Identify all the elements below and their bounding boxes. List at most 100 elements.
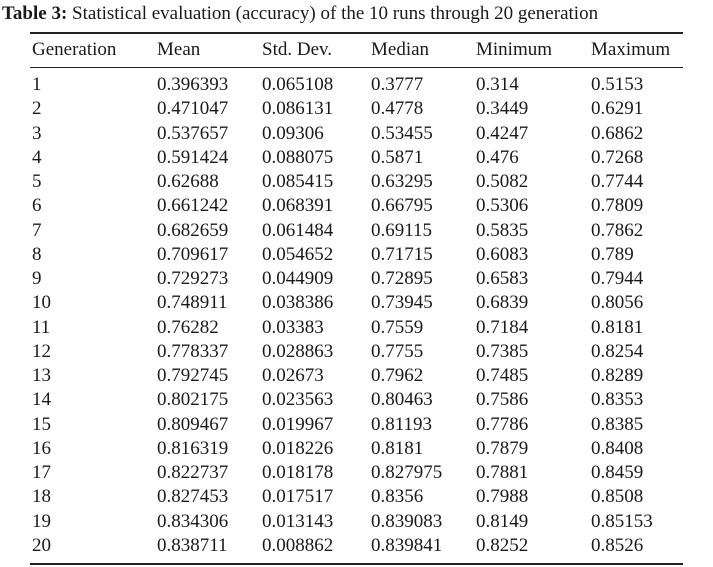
cell-std-dev: 0.088075	[262, 146, 334, 168]
cell-maximum: 0.7809	[591, 195, 644, 217]
table-row: 19 0.834306 0.013143 0.839083 0.8149 0.85153	[30, 510, 683, 534]
cell-median: 0.4778	[371, 98, 424, 120]
cell-std-dev: 0.013143	[262, 510, 334, 532]
cell-minimum: 0.6583	[476, 268, 529, 289]
cell-median: 0.53455	[371, 122, 433, 144]
cell-mean: 0.827453	[157, 486, 229, 508]
table-caption-text: Statistical evaluation (accuracy) of the…	[72, 3, 599, 24]
cell-std-dev: 0.038386	[262, 292, 334, 314]
cell-mean: 0.838711	[157, 534, 228, 556]
table-row: 14 0.802175 0.023563 0.80463 0.7586 0.8353	[30, 388, 683, 412]
cell-mean: 0.792745	[157, 365, 229, 386]
header-minimum: Minimum	[476, 39, 553, 60]
cell-median: 0.81193	[371, 413, 433, 435]
cell-mean: 0.822737	[157, 462, 229, 483]
table-row: 11 0.76282 0.03383 0.7559 0.7184 0.8181	[30, 316, 683, 340]
cell-median: 0.839841	[371, 534, 443, 556]
table-row: 7 0.682659 0.061484 0.69115 0.5835 0.7862	[30, 219, 683, 243]
cell-maximum: 0.8254	[591, 340, 644, 362]
cell-maximum: 0.8181	[591, 316, 644, 338]
table-row: 6 0.661242 0.068391 0.66795 0.5306 0.7809	[30, 194, 683, 218]
cell-generation: 9	[32, 268, 42, 289]
cell-generation: 1	[32, 74, 42, 95]
cell-generation: 19	[32, 510, 51, 532]
table-row: 9 0.729273 0.044909 0.72895 0.6583 0.7944	[30, 267, 683, 291]
cell-std-dev: 0.018178	[262, 462, 334, 483]
cell-std-dev: 0.028863	[262, 340, 334, 362]
cell-generation: 2	[32, 98, 42, 120]
cell-std-dev: 0.044909	[262, 268, 334, 289]
cell-generation: 15	[32, 413, 51, 435]
table-row: 10 0.748911 0.038386 0.73945 0.6839 0.8056	[30, 291, 683, 315]
cell-minimum: 0.7586	[476, 389, 529, 411]
cell-maximum: 0.7944	[591, 268, 644, 289]
cell-minimum: 0.8252	[476, 534, 529, 556]
cell-maximum: 0.7268	[591, 146, 644, 168]
cell-minimum: 0.5835	[476, 219, 529, 241]
cell-std-dev: 0.068391	[262, 195, 334, 217]
table-row: 4 0.591424 0.088075 0.5871 0.476 0.7268	[30, 146, 683, 170]
cell-std-dev: 0.061484	[262, 219, 334, 241]
cell-maximum: 0.6291	[591, 98, 644, 120]
cell-median: 0.7962	[371, 365, 424, 386]
cell-median: 0.7755	[371, 340, 424, 362]
statistics-table: Generation Mean Std. Dev. Median Minimum…	[30, 36, 683, 558]
table-header-row: Generation Mean Std. Dev. Median Minimum…	[30, 36, 683, 64]
table-row: 8 0.709617 0.054652 0.71715 0.6083 0.789	[30, 243, 683, 267]
cell-minimum: 0.6839	[476, 292, 529, 314]
cell-generation: 10	[32, 292, 51, 314]
table-bottom-rule	[30, 563, 683, 565]
header-median: Median	[371, 39, 430, 60]
table-body: 1 0.396393 0.065108 0.3777 0.314 0.5153 2 0.471…	[30, 73, 683, 558]
cell-minimum: 0.476	[476, 146, 519, 168]
table-row: 16 0.816319 0.018226 0.8181 0.7879 0.8408	[30, 437, 683, 461]
cell-median: 0.73945	[371, 292, 433, 314]
cell-mean: 0.682659	[157, 219, 229, 241]
cell-std-dev: 0.019967	[262, 413, 334, 435]
cell-std-dev: 0.086131	[262, 98, 334, 120]
cell-generation: 12	[32, 340, 51, 362]
cell-std-dev: 0.018226	[262, 437, 334, 459]
cell-generation: 4	[32, 146, 42, 168]
cell-minimum: 0.6083	[476, 243, 529, 265]
cell-maximum: 0.8385	[591, 413, 644, 435]
table-row: 3 0.537657 0.09306 0.53455 0.4247 0.6862	[30, 122, 683, 146]
cell-minimum: 0.4247	[476, 122, 529, 144]
cell-median: 0.7559	[371, 316, 424, 338]
cell-std-dev: 0.03383	[262, 316, 324, 338]
cell-generation: 7	[32, 219, 42, 241]
cell-mean: 0.591424	[157, 146, 229, 168]
cell-maximum: 0.8526	[591, 534, 644, 556]
cell-mean: 0.778337	[157, 340, 229, 362]
cell-std-dev: 0.017517	[262, 486, 334, 508]
cell-maximum: 0.8408	[591, 437, 644, 459]
cell-minimum: 0.5306	[476, 195, 529, 217]
cell-generation: 13	[32, 365, 51, 386]
cell-generation: 8	[32, 243, 42, 265]
cell-std-dev: 0.065108	[262, 74, 334, 95]
cell-generation: 11	[32, 316, 51, 338]
cell-mean: 0.809467	[157, 413, 229, 435]
cell-maximum: 0.8353	[591, 389, 644, 411]
cell-minimum: 0.3449	[476, 98, 529, 120]
cell-maximum: 0.8289	[591, 365, 644, 386]
cell-minimum: 0.5082	[476, 171, 529, 192]
cell-maximum: 0.7862	[591, 219, 644, 241]
cell-minimum: 0.7881	[476, 462, 529, 483]
cell-mean: 0.729273	[157, 268, 229, 289]
cell-maximum: 0.8508	[591, 486, 644, 508]
cell-median: 0.80463	[371, 389, 433, 411]
cell-minimum: 0.7385	[476, 340, 529, 362]
cell-generation: 20	[32, 534, 51, 556]
cell-maximum: 0.5153	[591, 74, 644, 95]
cell-mean: 0.396393	[157, 74, 229, 95]
table-top-rule	[30, 32, 683, 34]
cell-std-dev: 0.09306	[262, 122, 324, 144]
cell-mean: 0.471047	[157, 98, 229, 120]
cell-minimum: 0.7879	[476, 437, 529, 459]
cell-maximum: 0.789	[591, 243, 634, 265]
cell-minimum: 0.8149	[476, 510, 529, 532]
cell-minimum: 0.314	[476, 74, 519, 95]
cell-minimum: 0.7988	[476, 486, 529, 508]
header-generation: Generation	[32, 39, 117, 60]
